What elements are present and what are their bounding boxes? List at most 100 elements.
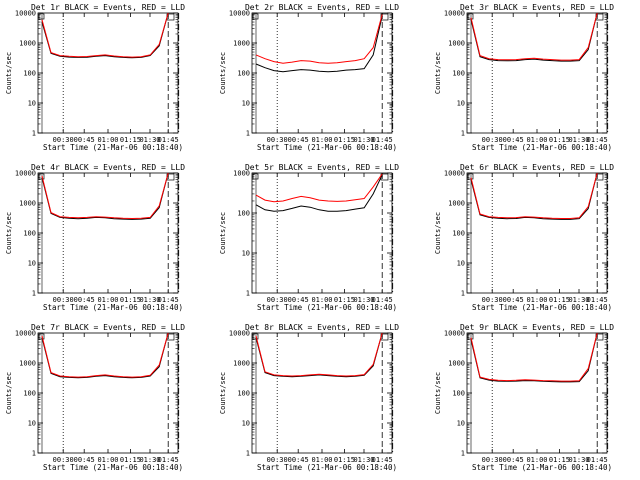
lld-series-line <box>255 332 383 377</box>
lld-series-line <box>255 14 383 64</box>
y-tick-label: 1 <box>461 450 465 458</box>
events-series-line <box>255 332 383 378</box>
y-axis-label: Counts/sec <box>434 52 442 94</box>
plot-frame <box>251 12 393 134</box>
x-tick-label: 01:00 <box>97 456 118 464</box>
corner-marker <box>38 333 45 340</box>
plot-frame <box>37 332 179 454</box>
x-tick-label: 01:45 <box>158 456 179 464</box>
y-tick-label: 10 <box>242 420 250 428</box>
y-tick-label: 10000 <box>444 10 465 18</box>
y-axis-label: Counts/sec <box>434 372 442 414</box>
x-tick-label: 01:15 <box>120 296 141 304</box>
x-tick-label: 00:30 <box>53 456 74 464</box>
plot-frame <box>466 12 608 134</box>
y-tick-label: 10 <box>28 100 36 108</box>
y-tick-label: 10000 <box>444 330 465 338</box>
panel-title: Det 8r BLACK = Events, RED = LLD <box>245 323 399 332</box>
x-axis-label: Start Time (21-Mar-06 00:18:40) <box>472 463 612 472</box>
x-tick-label: 01:15 <box>120 136 141 144</box>
y-tick-label: 1 <box>32 290 36 298</box>
x-tick-label: 01:30 <box>568 136 589 144</box>
events-series-line <box>41 332 169 379</box>
y-axis-label: Counts/sec <box>5 212 13 254</box>
x-tick-label: 00:30 <box>53 136 74 144</box>
y-axis-label: Counts/sec <box>434 212 442 254</box>
x-tick-label: 01:30 <box>139 136 160 144</box>
y-tick-label: 100 <box>237 70 250 78</box>
y-tick-label: 1000 <box>448 40 465 48</box>
panel-title: Det 7r BLACK = Events, RED = LLD <box>31 323 185 332</box>
lld-series-line <box>41 332 169 378</box>
y-axis-label: Counts/sec <box>5 372 13 414</box>
x-tick-label: 01:00 <box>526 296 547 304</box>
x-tick-label: 00:45 <box>74 136 95 144</box>
corner-marker <box>467 333 474 340</box>
x-tick-label: 00:45 <box>288 136 309 144</box>
x-tick-label: 01:30 <box>353 456 374 464</box>
x-tick-label: 01:45 <box>372 296 393 304</box>
lld-series-line <box>255 173 383 203</box>
x-tick-label: 01:30 <box>139 456 160 464</box>
x-axis-label: Start Time (21-Mar-06 00:18:40) <box>472 143 612 152</box>
events-series-line <box>470 12 598 62</box>
y-axis-label: Counts/sec <box>5 52 13 94</box>
x-axis-label: Start Time (21-Mar-06 00:18:40) <box>257 463 397 472</box>
x-axis-label: Start Time (21-Mar-06 00:18:40) <box>43 143 183 152</box>
x-tick-label: 00:30 <box>53 296 74 304</box>
y-tick-label: 1000 <box>233 170 250 178</box>
plot-frame <box>466 172 608 294</box>
detector-panel-3: Det 3r BLACK = Events, RED = LLD 1 10 100 10… <box>434 3 614 152</box>
x-tick-label: 01:30 <box>139 296 160 304</box>
plot-frame <box>251 172 393 294</box>
y-axis-label: Counts/sec <box>219 52 227 94</box>
panel-title: Det 5r BLACK = Events, RED = LLD <box>245 163 399 172</box>
detector-panel-9: Det 9r BLACK = Events, RED = LLD 1 10 100 10… <box>434 323 614 472</box>
y-tick-label: 1 <box>32 130 36 138</box>
y-tick-label: 100 <box>452 390 465 398</box>
x-tick-label: 00:45 <box>503 136 524 144</box>
y-tick-label: 10 <box>457 260 465 268</box>
detector-panel-2: Det 2r BLACK = Events, RED = LLD 1 10 100 10… <box>219 3 399 152</box>
corner-marker <box>38 13 45 20</box>
y-tick-label: 10 <box>457 420 465 428</box>
events-series-line <box>255 15 383 73</box>
y-tick-label: 100 <box>23 70 36 78</box>
x-tick-label: 01:00 <box>526 456 547 464</box>
x-tick-label: 01:00 <box>97 136 118 144</box>
panel-title: Det 1r BLACK = Events, RED = LLD <box>31 3 185 12</box>
events-series-line <box>470 172 598 220</box>
x-tick-label: 01:45 <box>158 136 179 144</box>
y-axis-label: Counts/sec <box>219 372 227 414</box>
events-series-line <box>41 12 169 59</box>
y-tick-label: 1 <box>461 130 465 138</box>
y-tick-label: 1000 <box>19 200 36 208</box>
y-tick-label: 100 <box>452 70 465 78</box>
x-tick-label: 01:45 <box>587 456 608 464</box>
x-tick-label: 00:45 <box>503 456 524 464</box>
y-tick-label: 100 <box>23 390 36 398</box>
x-tick-label: 00:30 <box>482 136 503 144</box>
y-tick-label: 10 <box>242 100 250 108</box>
panel-title: Det 2r BLACK = Events, RED = LLD <box>245 3 399 12</box>
x-axis-label: Start Time (21-Mar-06 00:18:40) <box>257 303 397 312</box>
y-tick-label: 1 <box>32 450 36 458</box>
x-tick-label: 01:15 <box>120 456 141 464</box>
y-tick-label: 10 <box>28 260 36 268</box>
detector-panel-8: Det 8r BLACK = Events, RED = LLD 1 10 100 10… <box>219 323 399 472</box>
lld-series-line <box>41 172 169 220</box>
corner-marker <box>467 173 474 180</box>
panel-title: Det 6r BLACK = Events, RED = LLD <box>460 163 614 172</box>
y-tick-label: 1000 <box>233 40 250 48</box>
x-axis-label: Start Time (21-Mar-06 00:18:40) <box>257 143 397 152</box>
detector-panel-6: Det 6r BLACK = Events, RED = LLD 1 10 100 10… <box>434 163 614 312</box>
lld-series-line <box>470 12 598 61</box>
x-tick-label: 00:45 <box>503 296 524 304</box>
x-tick-label: 01:15 <box>549 456 570 464</box>
y-tick-label: 10000 <box>15 170 36 178</box>
plot-frame <box>37 172 179 294</box>
x-tick-label: 00:30 <box>482 296 503 304</box>
plot-frame <box>37 12 179 134</box>
y-tick-label: 10000 <box>444 170 465 178</box>
plot-frame <box>466 332 608 454</box>
